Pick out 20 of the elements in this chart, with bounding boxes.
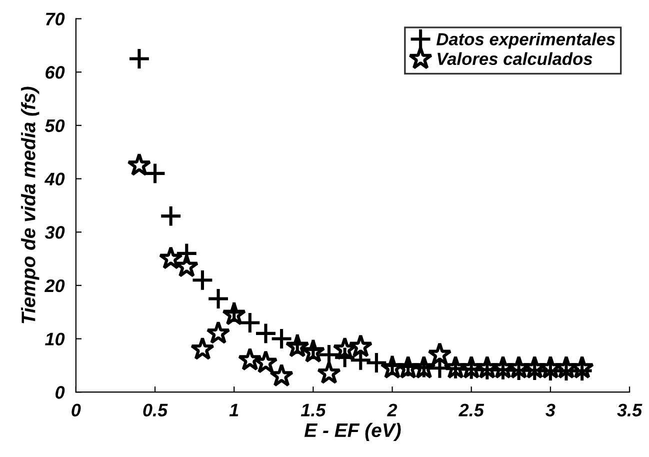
y-tick-label: 0 bbox=[56, 386, 65, 399]
y-tick-label: 70 bbox=[46, 12, 65, 26]
x-tick-label: 3.5 bbox=[617, 404, 642, 416]
y-tick-label: 30 bbox=[44, 226, 65, 239]
y-axis-title: Tiempo de vida media (fs) bbox=[21, 86, 40, 324]
x-axis-title: E - EF (eV) bbox=[304, 422, 401, 441]
x-tick-label: 2.5 bbox=[458, 404, 484, 416]
legend-label: Valores calculados bbox=[438, 52, 592, 66]
x-tick-label: 2 bbox=[386, 404, 398, 416]
x-tick-label: 3 bbox=[546, 404, 556, 416]
legend-label: Datos experimentales bbox=[436, 32, 616, 49]
x-tick-label: 0.5 bbox=[143, 404, 168, 416]
y-tick-label: 50 bbox=[44, 119, 65, 132]
x-tick-label: 1.5 bbox=[300, 404, 326, 416]
y-tick-label: 10 bbox=[45, 332, 65, 346]
x-tick-label: 0 bbox=[72, 404, 81, 416]
y-tick-label: 20 bbox=[44, 279, 65, 292]
x-tick-label: 1 bbox=[229, 404, 238, 416]
y-tick-label: 60 bbox=[46, 66, 65, 79]
y-tick-label: 40 bbox=[44, 172, 65, 186]
